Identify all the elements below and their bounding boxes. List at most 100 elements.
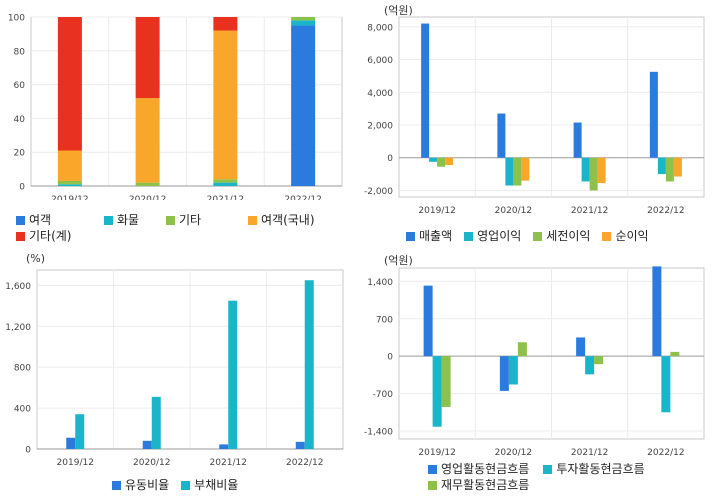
bar: [585, 356, 595, 375]
x-tick-label: 2022/12: [284, 195, 321, 200]
bar: [517, 342, 527, 357]
bar: [657, 157, 666, 175]
bar: [291, 25, 316, 187]
legend-item: 투자활동현금흐름: [543, 461, 645, 477]
y-tick-label: 6,000: [367, 56, 393, 66]
bar: [213, 17, 238, 31]
x-tick-label: 2020/12: [495, 206, 532, 216]
legend-swatch: [248, 216, 257, 225]
chart-2-svg: -2,000 0 2,000 4,000 6,000 8,000 2019/12 2020/1…: [364, 16, 705, 216]
bar: [497, 113, 506, 158]
bar: [135, 98, 160, 183]
legend-item: 순이익: [602, 228, 649, 244]
chart-panel-1: 0 20 40 60 80 100 2019/12 2020/12 2021/12 2022/12…: [0, 0, 360, 248]
y-tick-label: -700: [373, 390, 394, 400]
legend-swatch: [104, 216, 113, 225]
bar: [142, 440, 152, 449]
chart-3-unit: (%): [26, 252, 46, 265]
x-tick-label: 2019/12: [57, 458, 94, 468]
x-tick-label: 2022/12: [647, 448, 684, 458]
bar: [304, 280, 314, 449]
bar: [445, 157, 454, 166]
bar: [594, 356, 604, 365]
bar: [589, 157, 598, 191]
x-tick-label: 2022/12: [647, 206, 684, 216]
y-tick-label: 100: [8, 14, 25, 24]
bar: [673, 157, 682, 177]
bar: [665, 157, 674, 182]
bar: [213, 30, 238, 180]
legend-swatch: [166, 216, 175, 225]
bar: [291, 17, 316, 21]
bar: [652, 266, 662, 357]
legend-swatch: [602, 232, 612, 241]
legend-label: 재무활동현금흐름: [441, 478, 530, 492]
legend-item: 매출액: [406, 228, 452, 244]
legend-swatch: [464, 232, 474, 241]
bar: [57, 184, 82, 186]
y-tick-label: 20: [14, 149, 26, 159]
legend-item: 유동비율: [112, 477, 169, 493]
bar: [521, 157, 530, 181]
x-tick-label: 2019/12: [51, 195, 88, 200]
x-tick-label: 2020/12: [133, 458, 170, 468]
y-tick-label: 4,000: [367, 89, 393, 99]
legend-item: 기타: [166, 212, 201, 228]
bar: [423, 285, 433, 357]
legend-swatch: [543, 465, 553, 474]
legend-item: 영업이익: [464, 228, 521, 244]
legend-item: 여객(국내): [248, 212, 315, 228]
y-tick-label: 80: [14, 47, 26, 57]
y-tick-label: 0: [25, 446, 31, 456]
bar: [421, 23, 430, 158]
bar: [228, 300, 238, 449]
legend-label: 부채비율: [194, 478, 239, 492]
x-tick-label: 2019/12: [418, 206, 455, 216]
bar: [437, 157, 446, 167]
chart-2-unit: (억원): [384, 4, 413, 17]
chart-4-legend: 영업활동현금흐름 투자활동현금흐름 재무활동현금흐름: [428, 461, 718, 493]
y-tick-label: 0: [387, 353, 393, 363]
bar: [213, 182, 238, 186]
legend-label: 여객: [29, 213, 52, 227]
bar: [513, 157, 522, 186]
x-tick-label: 2019/12: [418, 448, 455, 458]
chart-3-legend: 유동비율 부채비율: [112, 477, 352, 493]
bar: [505, 157, 514, 186]
y-tick-label: 1,400: [367, 278, 393, 288]
bar: [57, 150, 82, 181]
legend-item: 화물: [104, 212, 139, 228]
chart-1-svg: 0 20 40 60 80 100 2019/12 2020/12 2021/12 2022/12: [8, 14, 343, 200]
y-tick-label: 60: [14, 81, 26, 91]
legend-swatch: [533, 232, 543, 241]
legend-label: 유동비율: [125, 478, 170, 492]
legend-swatch: [16, 216, 25, 225]
bar: [670, 351, 680, 357]
legend-label: 화물: [117, 213, 140, 227]
chart-panel-3: (%) 0 400 800 1,200 1,600 2019/12 2020/12 2021/…: [0, 248, 360, 496]
legend-label: 세전이익: [546, 229, 591, 243]
bar: [576, 337, 586, 357]
chart-panel-4: (억원) -1,400 -700 0 700 1,400 2019/12 2020/12 20…: [360, 248, 720, 496]
chart-3-svg: 0 400 800 1,200 1,600 2019/12 2020/12 2021/12 20…: [5, 269, 344, 468]
x-tick-label: 2020/12: [129, 195, 166, 200]
y-tick-label: 8,000: [367, 23, 393, 33]
y-tick-label: 2,000: [367, 122, 393, 132]
legend-label: 매출액: [419, 229, 453, 243]
legend-label: 기타: [179, 213, 202, 227]
legend-swatch: [16, 232, 25, 241]
x-tick-label: 2022/12: [286, 458, 323, 468]
bar: [213, 179, 238, 183]
bar: [432, 356, 442, 427]
y-tick-label: -1,400: [364, 427, 393, 437]
bar: [573, 122, 582, 158]
legend-item: 부채비율: [181, 477, 238, 493]
x-tick-label: 2020/12: [495, 448, 532, 458]
y-tick-label: 1,200: [5, 323, 31, 333]
bar: [499, 356, 509, 391]
bar: [429, 157, 438, 162]
chart-2-legend: 매출액 영업이익 세전이익 순이익: [406, 228, 716, 244]
legend-label: 기타(계): [29, 229, 72, 243]
legend-swatch: [428, 465, 437, 474]
bar: [66, 437, 76, 449]
